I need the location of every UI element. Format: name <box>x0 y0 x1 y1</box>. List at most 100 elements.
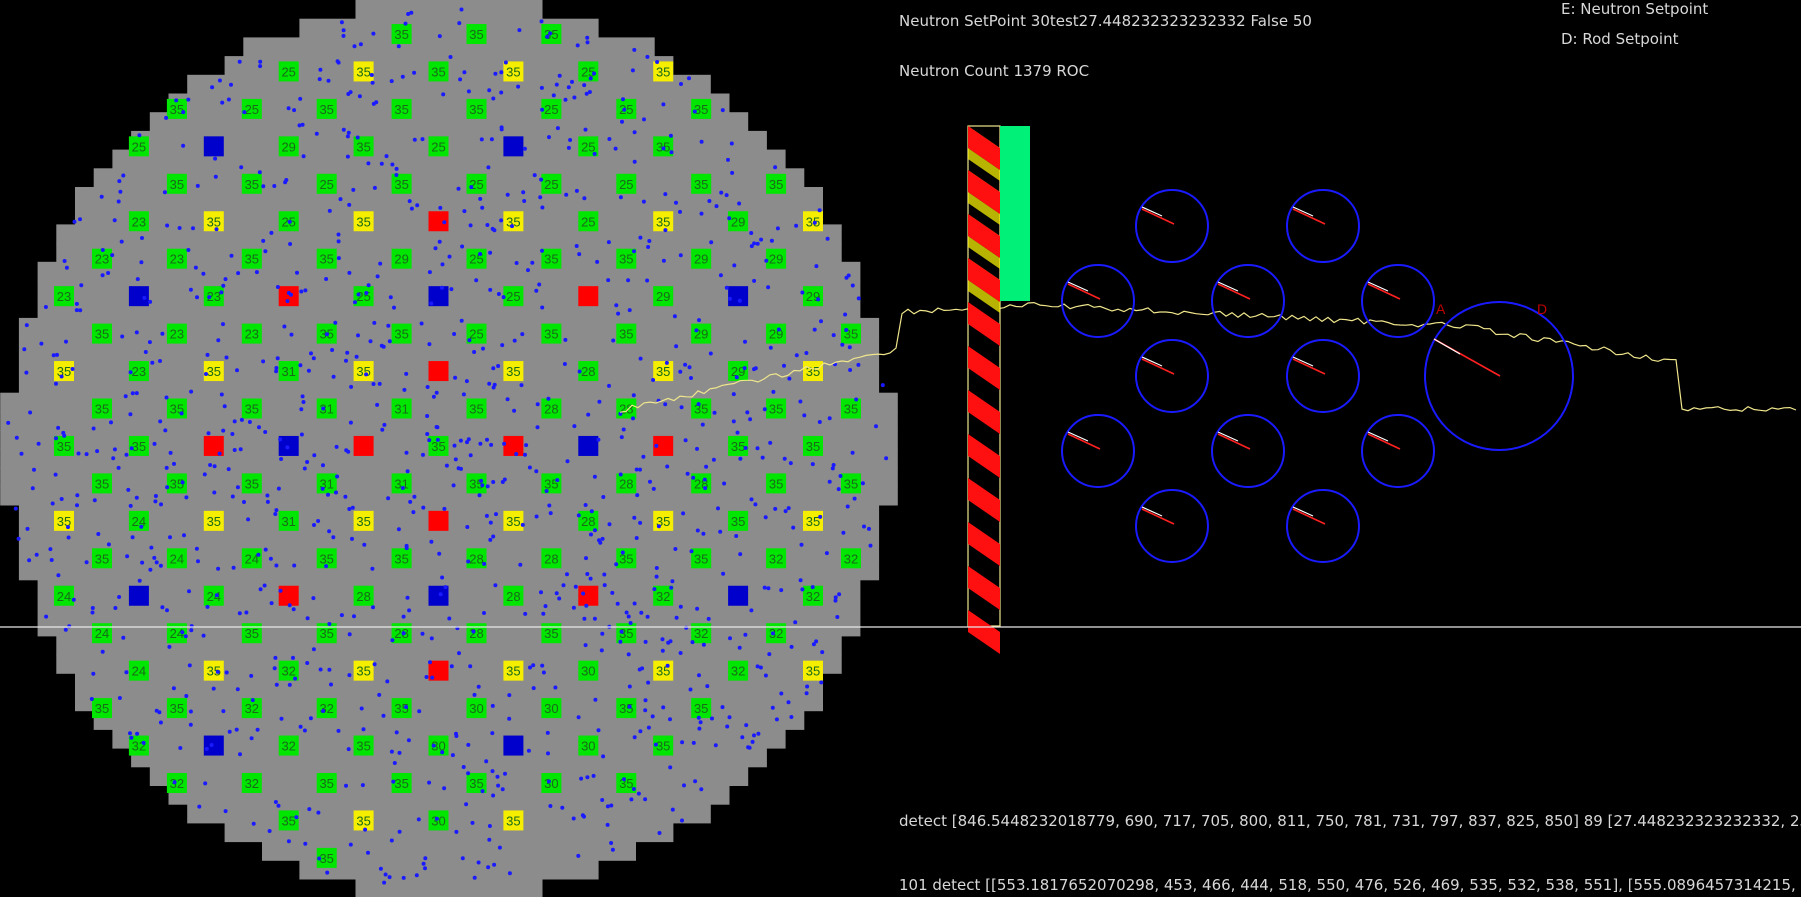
neutron-dot <box>438 205 443 210</box>
fuel-assembly-value: 25 <box>245 102 259 117</box>
neutron-dot <box>278 588 283 593</box>
neutron-dot <box>524 443 529 448</box>
neutron-dot <box>63 627 68 632</box>
neutron-dot <box>674 344 679 349</box>
neutron-dot <box>275 356 280 361</box>
neutron-dot <box>860 481 865 486</box>
fuel-assembly <box>353 286 374 307</box>
neutron-dot <box>215 669 220 674</box>
neutron-dot <box>356 333 360 338</box>
neutron-dot <box>6 420 11 425</box>
neutron-dot <box>39 341 44 346</box>
neutron-dot <box>382 880 387 885</box>
neutron-dot <box>520 332 525 337</box>
neutron-dot <box>344 783 348 788</box>
neutron-dot <box>607 522 612 527</box>
neutron-dot <box>762 585 767 590</box>
fuel-assembly-value: 35 <box>394 701 408 716</box>
neutron-dot <box>193 265 198 270</box>
neutron-dot <box>165 608 169 613</box>
neutron-dot <box>411 510 416 515</box>
fuel-assembly-value: 32 <box>656 589 670 604</box>
neutron-dot <box>327 622 332 626</box>
fuel-assembly <box>353 660 374 681</box>
neutron-dot <box>261 238 266 243</box>
fuel-assembly-value: 31 <box>394 476 408 491</box>
fuel-assembly <box>278 660 299 681</box>
neutron-dot <box>128 412 133 417</box>
neutron-dot <box>289 332 294 337</box>
fuel-assembly-value: 31 <box>281 514 295 529</box>
neutron-dot <box>466 437 471 442</box>
fuel-assembly-value: 35 <box>656 739 670 754</box>
fuel-assembly <box>241 473 262 494</box>
neutron-dot <box>651 378 656 382</box>
neutron-dot <box>651 486 656 491</box>
neutron-dot <box>464 802 469 807</box>
neutron-dot <box>237 59 242 64</box>
fuel-assembly-value: 35 <box>245 177 259 192</box>
neutron-dot <box>431 743 436 748</box>
fuel-assembly-value: 35 <box>245 476 259 491</box>
neutron-dot <box>312 523 316 527</box>
neutron-dot <box>429 301 434 306</box>
fuel-assembly <box>541 323 562 344</box>
control-rod <box>278 286 299 307</box>
neutron-dot <box>305 616 310 621</box>
neutron-dot <box>606 240 611 245</box>
fuel-assembly <box>128 435 149 456</box>
neutron-dot <box>377 692 382 697</box>
neutron-dot <box>221 283 226 288</box>
neutron-dot <box>295 270 299 275</box>
neutron-dot <box>453 457 458 462</box>
neutron-dot <box>165 485 170 490</box>
neutron-dot <box>431 394 436 399</box>
neutron-dot <box>372 320 377 325</box>
fuel-assembly-value: 35 <box>207 364 221 379</box>
neutron-dot <box>493 583 498 588</box>
neutron-trace <box>619 301 1797 413</box>
neutron-dot <box>546 751 550 756</box>
fuel-assembly-value: 35 <box>95 327 109 342</box>
fuel-assembly-value: 25 <box>356 289 370 304</box>
neutron-dot <box>56 425 61 430</box>
neutron-dot <box>538 195 543 200</box>
neutron-dot <box>157 710 162 715</box>
neutron-dot <box>285 445 290 450</box>
neutron-dot <box>732 263 737 268</box>
neutron-dot <box>443 585 448 590</box>
fuel-assembly <box>466 623 487 644</box>
neutron-dot <box>613 146 618 151</box>
neutron-dot <box>697 673 701 678</box>
neutron-dot <box>168 450 173 455</box>
neutron-dot <box>338 197 343 202</box>
fuel-assembly <box>428 735 449 756</box>
control-rod <box>428 510 449 531</box>
neutron-dot <box>487 381 492 386</box>
neutron-dot <box>459 7 464 12</box>
neutron-dot <box>79 283 84 288</box>
neutron-dot <box>653 742 658 747</box>
fuel-assembly-value: 35 <box>544 252 558 267</box>
neutron-dot <box>680 740 685 745</box>
neutron-dot <box>856 362 861 367</box>
neutron-dot <box>768 440 773 445</box>
neutron-dot <box>531 686 536 691</box>
fuel-assembly <box>428 435 449 456</box>
neutron-dot <box>437 34 442 39</box>
neutron-dot <box>588 76 593 81</box>
neutron-dot <box>534 514 539 519</box>
neutron-dot <box>845 504 850 509</box>
hazard-stripe <box>968 236 1000 269</box>
neutron-dot <box>668 765 673 770</box>
core-band <box>187 74 711 95</box>
neutron-dot <box>61 430 66 435</box>
neutron-dot <box>232 448 237 452</box>
neutron-dot <box>814 264 819 269</box>
neutron-dot <box>799 542 804 547</box>
fuel-assembly <box>616 773 637 793</box>
neutron-dot <box>424 675 429 679</box>
neutron-dot <box>510 224 514 229</box>
neutron-dot <box>404 705 409 709</box>
